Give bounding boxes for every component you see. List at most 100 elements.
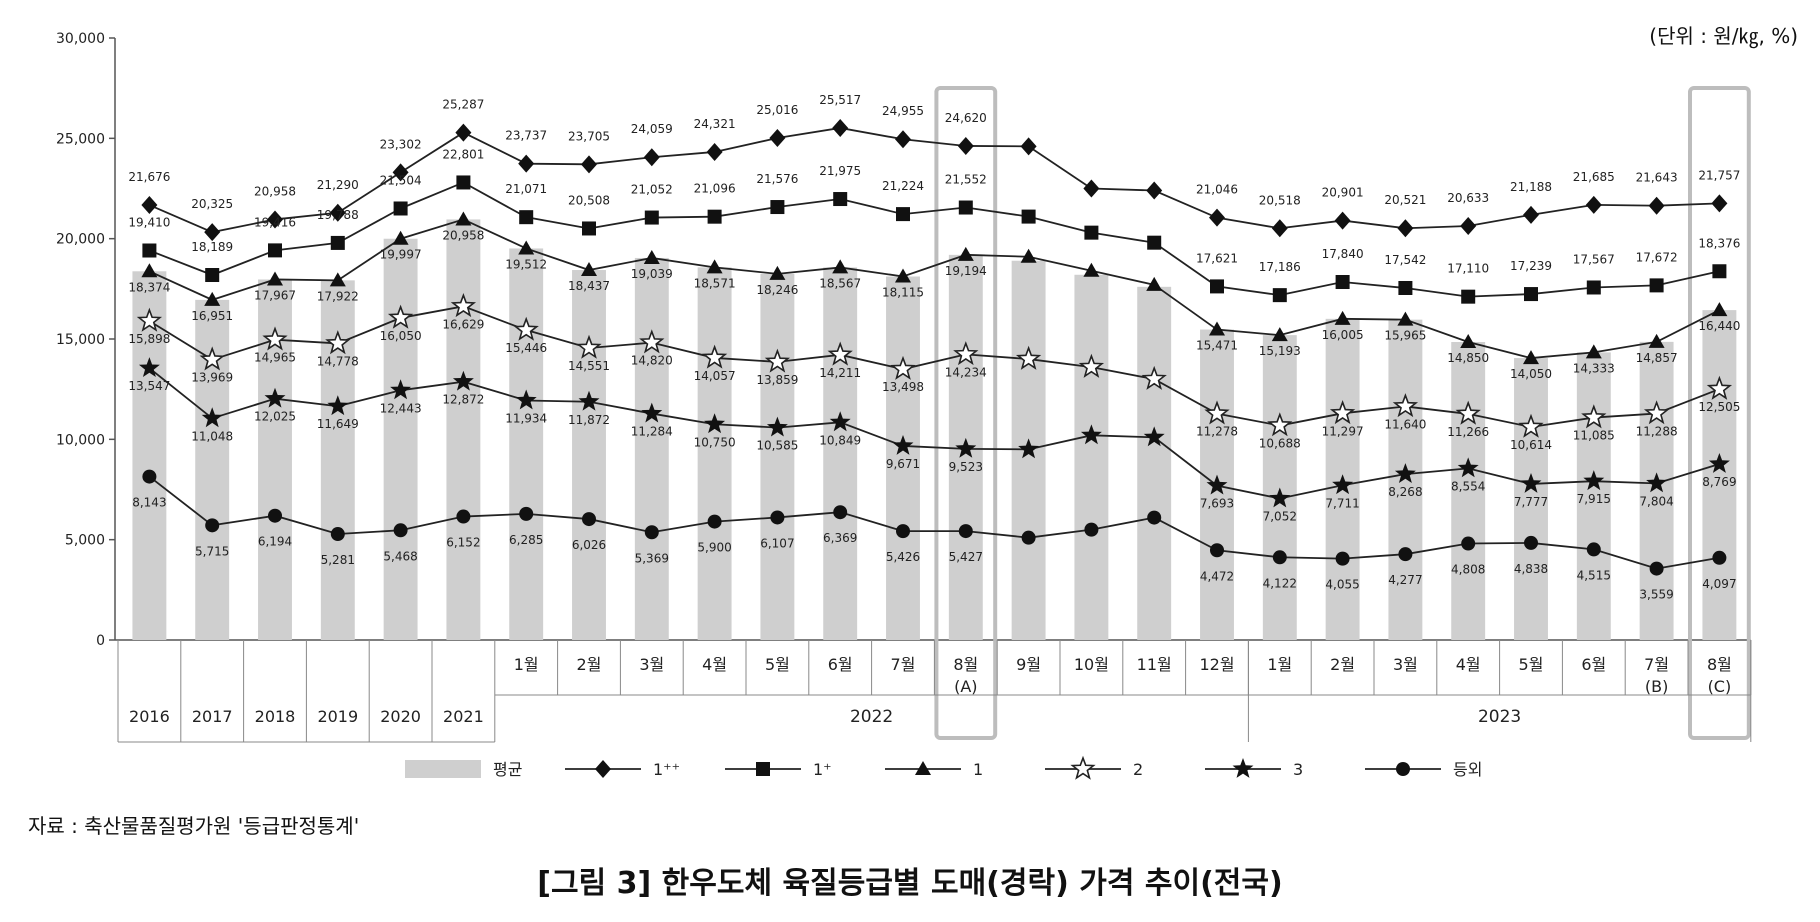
data-point-circle (1712, 550, 1727, 565)
data-point-square (1021, 209, 1036, 224)
x-tick-label: 4월 (1456, 655, 1481, 674)
data-point-circle (1084, 522, 1099, 537)
data-point-star-filled (578, 390, 600, 411)
bar-average (383, 238, 418, 640)
data-label: 10,688 (1259, 437, 1301, 451)
legend-marker-square (756, 762, 770, 776)
data-label: 23,737 (505, 129, 547, 143)
data-label: 20,508 (568, 193, 610, 207)
data-label: 11,284 (631, 425, 673, 439)
data-point-star-filled (892, 434, 914, 455)
data-point-circle (582, 512, 596, 527)
data-label: 12,443 (380, 401, 422, 415)
data-point-star-filled (1708, 453, 1730, 473)
bar-average (1576, 352, 1611, 640)
x-tick-label: 2월 (577, 655, 602, 674)
x-tick-sublabel: (B) (1645, 677, 1668, 696)
x-tick-sublabel: (A) (954, 677, 977, 696)
data-label: 14,857 (1636, 351, 1678, 365)
data-label: 4,472 (1200, 569, 1234, 583)
data-label: 21,685 (1573, 170, 1615, 184)
data-point-circle (1586, 542, 1601, 557)
data-point-diamond (1334, 211, 1351, 230)
data-point-star-filled (1018, 438, 1040, 459)
data-label: 16,629 (442, 317, 484, 331)
legend-item: 1⁺ (725, 760, 832, 779)
data-point-square (330, 235, 345, 250)
data-point-square (896, 207, 910, 222)
data-label: 21,096 (694, 182, 736, 196)
data-label: 4,122 (1263, 576, 1297, 590)
data-label: 18,189 (191, 240, 233, 254)
data-label: 22,801 (442, 147, 484, 161)
data-label: 15,965 (1384, 329, 1426, 343)
data-label: 24,059 (631, 122, 673, 136)
data-point-diamond (1397, 219, 1414, 238)
data-label: 4,277 (1388, 573, 1422, 587)
year-group-label: 2022 (850, 707, 893, 727)
y-tick-label: 10,000 (56, 432, 105, 448)
data-point-triangle (141, 263, 158, 278)
data-point-triangle (643, 249, 660, 264)
unit-note: (단위 : 원/㎏, %) (1649, 24, 1798, 48)
data-label: 7,711 (1325, 496, 1359, 510)
bar-average (760, 273, 795, 640)
series-circle: 8,143 5,715 6,194 5,281 5,468 6,152 6,285 6,026… (132, 469, 1737, 602)
data-point-square (1586, 280, 1601, 295)
data-point-circle (456, 509, 471, 524)
data-label: 9,671 (886, 457, 920, 471)
data-point-square (1712, 264, 1727, 279)
data-label: 11,649 (317, 417, 359, 431)
data-label: 17,967 (254, 288, 296, 302)
data-point-square (268, 243, 282, 258)
data-label: 21,576 (756, 172, 798, 186)
data-label: 21,188 (1510, 180, 1552, 194)
data-point-circle (1335, 551, 1350, 566)
x-tick-label: 12월 (1199, 655, 1234, 674)
series-square: 19,410 18,189 19,416 19,788 21,504 22,801 21,0… (128, 147, 1740, 304)
data-label: 14,850 (1447, 351, 1489, 365)
series-star-filled: 13,547 11,048 12,025 11,649 12,443 12,872 11,9… (128, 357, 1737, 523)
data-point-star-open (325, 330, 351, 355)
x-tick-sublabel: (C) (1708, 677, 1732, 696)
data-point-diamond (832, 118, 849, 137)
data-point-diamond (1271, 219, 1288, 238)
data-point-star-filled (829, 411, 851, 432)
data-label: 10,585 (756, 439, 798, 453)
data-point-star-open (199, 346, 225, 371)
data-label: 11,872 (568, 413, 610, 427)
data-point-triangle (392, 230, 409, 245)
data-point-star-open (1078, 353, 1105, 378)
data-label: 17,922 (317, 289, 359, 303)
data-point-circle (393, 523, 408, 538)
data-point-triangle (1209, 321, 1225, 336)
data-label: 14,551 (568, 359, 610, 373)
data-point-square (1335, 275, 1350, 290)
data-label: 5,369 (635, 551, 669, 565)
y-tick-label: 0 (96, 633, 105, 649)
data-point-diamond (1648, 196, 1665, 215)
data-point-square (393, 201, 408, 216)
data-point-triangle (1334, 310, 1351, 325)
data-label: 5,426 (886, 550, 920, 564)
data-point-star-filled (704, 413, 726, 434)
data-point-star-open (764, 348, 791, 373)
data-point-star-filled (1583, 470, 1605, 491)
data-point-triangle (581, 262, 597, 277)
data-point-triangle (1585, 344, 1602, 359)
data-label: 14,965 (254, 351, 296, 365)
data-label: 20,958 (254, 184, 296, 198)
data-point-star-filled (1143, 426, 1165, 447)
data-label: 11,297 (1322, 424, 1364, 438)
series-triangle: 18,374 16,951 17,967 17,922 19,997 20,958 19,5… (128, 211, 1740, 381)
data-label: 17,672 (1636, 250, 1678, 264)
data-label: 6,285 (509, 533, 543, 547)
data-label: 20,901 (1322, 186, 1364, 200)
data-point-square (1524, 287, 1538, 302)
data-label: 15,898 (128, 332, 170, 346)
data-label: 8,554 (1451, 479, 1485, 493)
series-line (149, 218, 1720, 359)
data-point-star-filled (1646, 472, 1668, 493)
data-point-circle (1649, 561, 1664, 576)
data-point-diamond (1209, 208, 1225, 227)
